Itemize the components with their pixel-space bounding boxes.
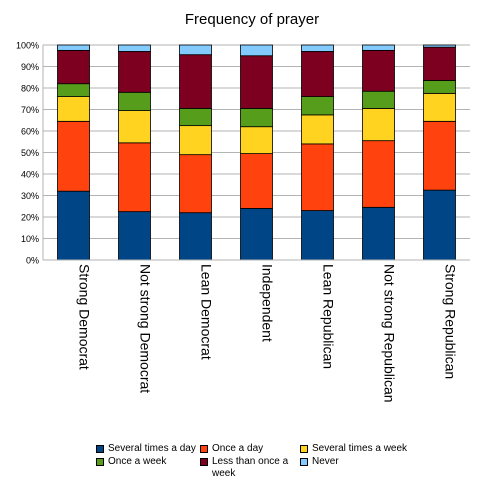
legend-label: Several times a week — [312, 443, 408, 454]
legend-swatch — [300, 445, 308, 453]
y-tick-label: 100% — [16, 41, 39, 51]
legend-label: Never — [312, 456, 339, 467]
x-tick-label: Strong Republican — [443, 264, 459, 379]
legend-item: Never — [300, 456, 426, 480]
bar-segment — [118, 142, 151, 213]
bar-segment — [362, 108, 395, 142]
bar-segment — [240, 207, 273, 261]
bar-segment — [240, 108, 273, 128]
bar-segment — [57, 190, 90, 261]
bar-segment — [301, 210, 334, 261]
legend-item: Several times a day — [96, 443, 200, 455]
y-tick-labels: 0% 10% 20% 30% 40% 50% 60% 70% 80% 90% 100% — [16, 41, 39, 266]
bar-segment — [240, 126, 273, 154]
bar-segment — [362, 44, 395, 51]
bars — [57, 44, 456, 261]
x-tick-label: Strong Democrat — [77, 264, 93, 370]
legend-label: Once a day — [212, 443, 264, 454]
legend-item: Once a day — [200, 443, 300, 455]
bar-segment — [179, 54, 212, 109]
bar-segment — [57, 44, 90, 51]
legend-item: Several times a week — [300, 443, 426, 455]
bar-segment — [57, 96, 90, 122]
y-tick-label: 30% — [21, 191, 39, 201]
y-tick-label: 0% — [26, 256, 39, 266]
bar-segment — [240, 55, 273, 109]
bar-segment — [423, 92, 456, 122]
bar-segment — [179, 212, 212, 261]
bar-segment — [423, 80, 456, 94]
bar-segment — [423, 189, 456, 261]
bar-segment — [240, 153, 273, 209]
bar-segment — [57, 120, 90, 192]
y-tick-label: 20% — [21, 213, 39, 223]
bar-segment — [423, 44, 456, 48]
y-tick-label: 70% — [21, 105, 39, 115]
chart-title: Frequency of prayer — [185, 11, 319, 28]
bar-segment — [118, 91, 151, 111]
bar-segment — [179, 44, 212, 56]
bar-segment — [423, 120, 456, 191]
bar-segment — [301, 143, 334, 211]
bar-segment — [362, 206, 395, 261]
legend-label: Several times a day — [108, 443, 196, 454]
bar-segment — [301, 114, 334, 145]
legend-label: Once a week — [108, 456, 167, 467]
x-tick-labels: Strong Democrat Not strong Democrat Lean D… — [77, 264, 459, 403]
legend-item: Once a week — [96, 456, 200, 480]
bar-segment — [179, 154, 212, 214]
y-tick-label: 80% — [21, 84, 39, 94]
x-tick-label: Independent — [260, 264, 276, 342]
y-tick-label: 10% — [21, 234, 39, 244]
bar-segment — [57, 49, 90, 85]
legend-label: Less than once a week — [212, 456, 289, 479]
bar-segment — [240, 44, 273, 57]
y-tick-label: 50% — [21, 148, 39, 158]
bar-segment — [301, 96, 334, 116]
legend: Several times a day Once a day Several t… — [96, 443, 426, 480]
x-tick-label: Not strong Republican — [382, 264, 398, 403]
bar-segment — [118, 211, 151, 261]
bar-segment — [423, 46, 456, 81]
bar-segment — [301, 51, 334, 98]
x-tick-label: Not strong Democrat — [138, 264, 154, 393]
bar-segment — [362, 140, 395, 208]
bar-segment — [118, 51, 151, 93]
legend-swatch — [96, 445, 104, 453]
axes — [42, 45, 470, 261]
bar-segment — [179, 108, 212, 127]
legend-item: Less than once a week — [200, 456, 300, 480]
bar-segment — [362, 90, 395, 109]
bar-segment — [57, 83, 90, 97]
bar-segment — [179, 125, 212, 156]
y-tick-label: 60% — [21, 127, 39, 137]
y-tick-label: 40% — [21, 170, 39, 180]
x-tick-label: Lean Democrat — [199, 264, 215, 360]
legend-swatch — [200, 445, 208, 453]
legend-swatch — [200, 458, 208, 466]
x-tick-label: Lean Republican — [321, 264, 337, 369]
legend-swatch — [96, 458, 104, 466]
legend-swatch — [300, 458, 308, 466]
y-tick-label: 90% — [21, 62, 39, 72]
bar-segment — [301, 44, 334, 52]
bar-segment — [118, 110, 151, 144]
bar-segment — [362, 49, 395, 92]
bar-segment — [118, 44, 151, 52]
